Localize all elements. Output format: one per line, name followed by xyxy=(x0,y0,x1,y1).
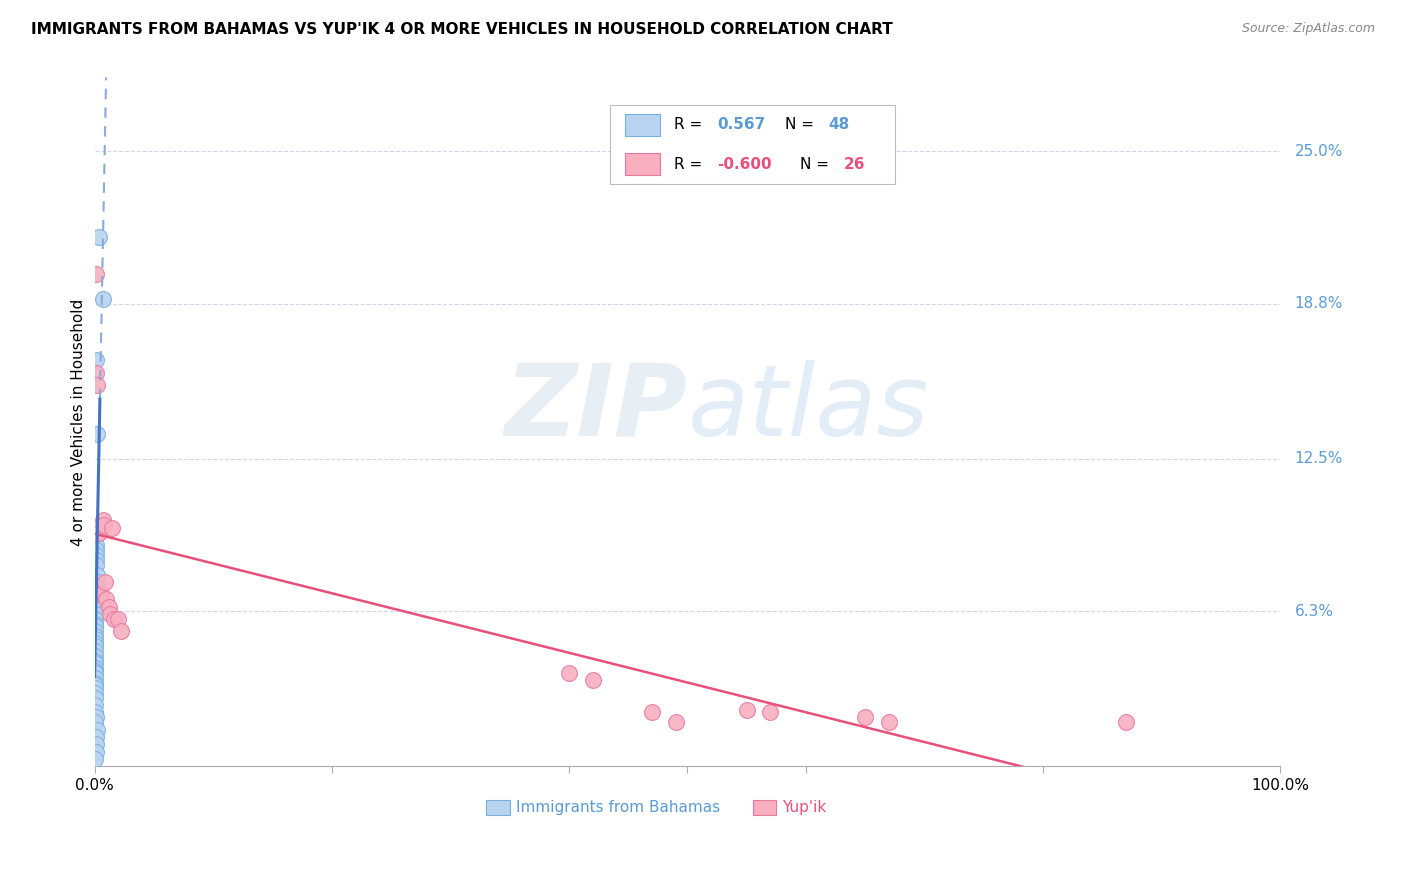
Point xyxy=(83,698,105,712)
Point xyxy=(110,624,132,639)
Point xyxy=(84,543,107,558)
Text: -0.600: -0.600 xyxy=(717,157,772,172)
Point xyxy=(665,715,688,730)
Point xyxy=(91,292,114,306)
Point xyxy=(83,664,105,678)
Point xyxy=(98,607,121,621)
Bar xyxy=(752,799,776,814)
Point xyxy=(83,661,105,675)
Point xyxy=(83,686,105,700)
Point xyxy=(84,710,107,724)
Point xyxy=(84,538,107,552)
Point xyxy=(107,612,129,626)
Point xyxy=(89,587,111,601)
Point xyxy=(86,592,108,607)
Point xyxy=(86,378,108,392)
Point xyxy=(91,513,114,527)
Point xyxy=(759,706,782,720)
Point xyxy=(86,567,108,582)
Point xyxy=(86,366,108,380)
Text: IMMIGRANTS FROM BAHAMAS VS YUP'IK 4 OR MORE VEHICLES IN HOUSEHOLD CORRELATION CH: IMMIGRANTS FROM BAHAMAS VS YUP'IK 4 OR M… xyxy=(31,22,893,37)
Point xyxy=(83,648,105,663)
Text: 0.567: 0.567 xyxy=(717,118,765,132)
Point xyxy=(84,730,107,744)
Text: Immigrants from Bahamas: Immigrants from Bahamas xyxy=(516,799,720,814)
Point xyxy=(86,723,108,737)
Text: R =: R = xyxy=(675,118,707,132)
Bar xyxy=(624,153,661,176)
Point xyxy=(87,525,110,540)
Point xyxy=(93,518,115,533)
Point xyxy=(84,268,107,282)
Point xyxy=(83,671,105,685)
Point xyxy=(84,599,107,614)
Text: 25.0%: 25.0% xyxy=(1295,144,1343,159)
Point xyxy=(581,673,603,688)
Point xyxy=(83,706,105,720)
Point xyxy=(83,681,105,695)
Text: 12.5%: 12.5% xyxy=(1295,451,1343,467)
Bar xyxy=(624,114,661,136)
Text: N =: N = xyxy=(800,157,834,172)
Text: 18.8%: 18.8% xyxy=(1295,296,1343,311)
Point xyxy=(84,612,107,626)
Point xyxy=(86,574,108,589)
Point xyxy=(84,715,107,730)
Point xyxy=(84,752,107,766)
Point xyxy=(94,574,117,589)
Point xyxy=(877,715,900,730)
Point xyxy=(84,629,107,643)
Text: atlas: atlas xyxy=(688,359,929,457)
Point xyxy=(83,624,105,639)
Point xyxy=(83,690,105,705)
Point xyxy=(83,632,105,646)
Text: Yup'ik: Yup'ik xyxy=(782,799,827,814)
Point xyxy=(83,521,105,535)
Point xyxy=(84,580,107,594)
Point xyxy=(83,619,105,633)
Point xyxy=(84,607,107,621)
Point xyxy=(83,644,105,658)
Bar xyxy=(610,105,896,185)
Point xyxy=(735,703,758,717)
Point xyxy=(86,427,108,442)
Point xyxy=(84,553,107,567)
Point xyxy=(83,639,105,653)
Point xyxy=(83,656,105,670)
Text: Source: ZipAtlas.com: Source: ZipAtlas.com xyxy=(1241,22,1375,36)
Point xyxy=(84,525,107,540)
Point xyxy=(84,548,107,562)
Text: N =: N = xyxy=(785,118,818,132)
Point xyxy=(89,230,111,244)
Point xyxy=(1115,715,1137,730)
Bar xyxy=(486,799,509,814)
Text: R =: R = xyxy=(675,157,707,172)
Point xyxy=(97,599,120,614)
Point xyxy=(83,675,105,690)
Point xyxy=(96,592,118,607)
Text: ZIP: ZIP xyxy=(505,359,688,457)
Point xyxy=(86,737,108,751)
Text: 26: 26 xyxy=(844,157,866,172)
Point xyxy=(83,665,105,680)
Text: 48: 48 xyxy=(828,118,849,132)
Point xyxy=(853,710,876,724)
Y-axis label: 4 or more Vehicles in Household: 4 or more Vehicles in Household xyxy=(72,298,86,546)
Point xyxy=(84,353,107,368)
Point xyxy=(103,612,125,626)
Text: 6.3%: 6.3% xyxy=(1295,604,1333,619)
Point xyxy=(84,582,107,597)
Point xyxy=(84,582,107,597)
Point xyxy=(558,665,581,680)
Point xyxy=(83,654,105,668)
Point xyxy=(84,616,107,631)
Point xyxy=(83,678,105,692)
Point xyxy=(89,525,111,540)
Point xyxy=(101,521,124,535)
Point xyxy=(86,558,108,572)
Point xyxy=(83,636,105,650)
Point xyxy=(641,706,664,720)
Point xyxy=(84,745,107,759)
